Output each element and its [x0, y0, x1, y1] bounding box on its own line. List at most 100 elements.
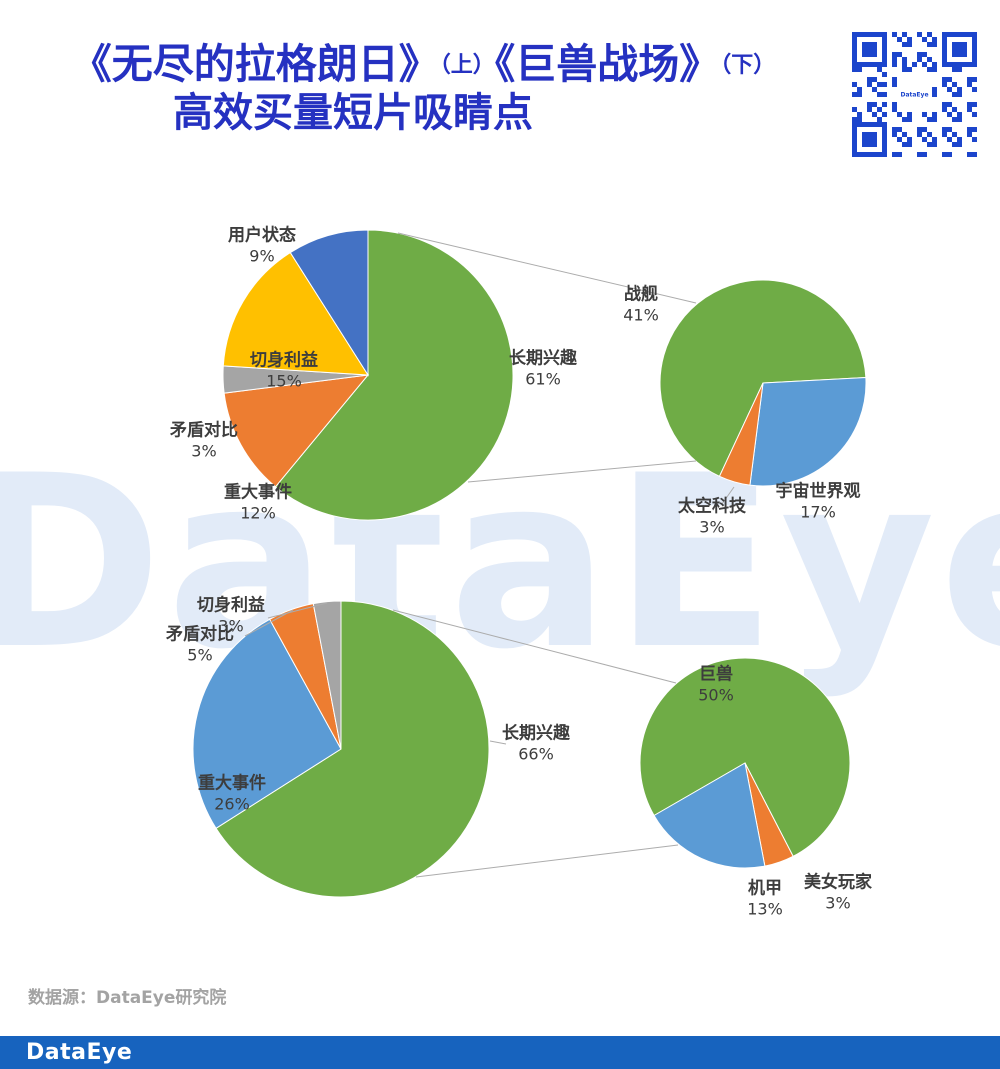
qr-module [917, 132, 922, 137]
qr-module [942, 82, 947, 87]
pie-slice [222, 251, 369, 376]
qr-logo-text: DataEye [900, 92, 928, 99]
qr-module [927, 142, 932, 147]
qr-module [922, 37, 927, 42]
qr-module [897, 77, 932, 112]
footer-bar: DataEye [0, 1036, 1000, 1069]
qr-module [947, 137, 952, 142]
qr-module [917, 52, 922, 57]
pie-slice-label: 战舰 41% [623, 284, 659, 327]
slice-name: 巨兽 [699, 664, 733, 685]
qr-module [892, 32, 897, 37]
qr-module [872, 87, 877, 92]
qr-module [952, 67, 957, 72]
qr-module [922, 52, 927, 57]
pie-slice-label: 长期兴趣 66% [502, 723, 570, 766]
qr-module [932, 142, 937, 147]
slice-name: 重大事件 [198, 773, 266, 794]
qr-module [967, 107, 972, 112]
data-source-text: 数据源：DataEye研究院 [28, 988, 227, 1008]
slice-pct: 3% [825, 893, 851, 913]
pie-slice-label: 用户状态 9% [228, 225, 296, 268]
qr-module [972, 152, 977, 157]
qr-module [927, 57, 932, 62]
qr-module [922, 62, 927, 67]
qr-module [932, 37, 937, 42]
qr-module [922, 152, 927, 157]
pie-chart-bottom-sub [639, 657, 851, 869]
qr-module [872, 77, 877, 82]
title-line2: 高效买量短片吸睛点 [173, 90, 533, 137]
slice-name: 用户状态 [228, 225, 296, 246]
qr-module [897, 37, 902, 42]
pie-slice-label: 太空科技 3% [678, 496, 746, 539]
qr-module [917, 127, 922, 132]
qr-module [877, 117, 882, 122]
slice-pct: 41% [623, 305, 659, 325]
qr-module [932, 112, 937, 117]
pie-chart-top-sub [659, 279, 867, 487]
qr-module [897, 112, 902, 117]
pie-slice-label: 宇宙世界观 17% [776, 481, 861, 524]
title-line1: 《无尽的拉格朗日》（上）《巨兽战场》（下） [0, 40, 846, 89]
pie-slice-label: 美女玩家 3% [804, 872, 872, 915]
qr-module [947, 102, 952, 107]
qr-module [902, 57, 907, 62]
slice-name: 切身利益 [197, 595, 265, 616]
pie-slice-label: 机甲 13% [747, 878, 783, 921]
qr-module [927, 42, 932, 47]
pie-slice-label: 重大事件 12% [224, 482, 292, 525]
qr-module [907, 117, 912, 122]
qr-module [892, 77, 897, 82]
qr-module [957, 87, 962, 92]
pie-slice-label: 切身利益 3% [197, 595, 265, 638]
slice-name: 宇宙世界观 [775, 481, 861, 502]
slice-name: 太空科技 [678, 496, 746, 517]
slice-name: 矛盾对比 [170, 420, 238, 441]
qr-module [947, 152, 952, 157]
qr-module [972, 137, 977, 142]
title-game1: 《无尽的拉格朗日》 [70, 40, 440, 88]
slice-pct: 26% [214, 794, 250, 814]
qr-module [902, 32, 907, 37]
qr-module [902, 132, 907, 137]
slice-name: 美女玩家 [804, 872, 872, 893]
qr-module [972, 112, 977, 117]
qr-module [872, 102, 877, 107]
qr-module [902, 67, 907, 72]
title-game2: 《巨兽战场》 [494, 40, 721, 88]
qr-module [897, 152, 902, 157]
slice-pct: 9% [249, 246, 275, 266]
qr-module [912, 62, 917, 67]
slice-name: 长期兴趣 [509, 348, 577, 369]
qr-module [877, 67, 882, 72]
qr-module [917, 32, 922, 37]
qr-module [972, 87, 977, 92]
qr-module [967, 82, 972, 87]
qr-module [857, 117, 862, 122]
qr-module [957, 137, 962, 142]
qr-module [917, 152, 922, 157]
slice-pct: 3% [699, 517, 725, 537]
slice-pct: 12% [240, 503, 276, 523]
qr-module [952, 132, 957, 137]
qr-module [967, 102, 972, 107]
qr-module [867, 82, 872, 87]
qr-module [882, 72, 887, 77]
pie-slice [749, 377, 867, 487]
qr-module [952, 92, 957, 97]
pie-slice-label: 矛盾对比 5% [166, 624, 234, 667]
qr-module [942, 127, 947, 132]
qr-module [922, 112, 927, 117]
slice-pct: 17% [800, 502, 836, 522]
qr-module [892, 82, 897, 87]
qr-module [952, 42, 967, 57]
slice-name: 战舰 [624, 284, 658, 305]
qr-module [972, 102, 977, 107]
qr-module [852, 82, 857, 87]
title-game1-tag: （上） [439, 53, 495, 78]
qr-module [942, 77, 947, 82]
slice-pct: 66% [518, 744, 554, 764]
qr-module [862, 132, 877, 147]
